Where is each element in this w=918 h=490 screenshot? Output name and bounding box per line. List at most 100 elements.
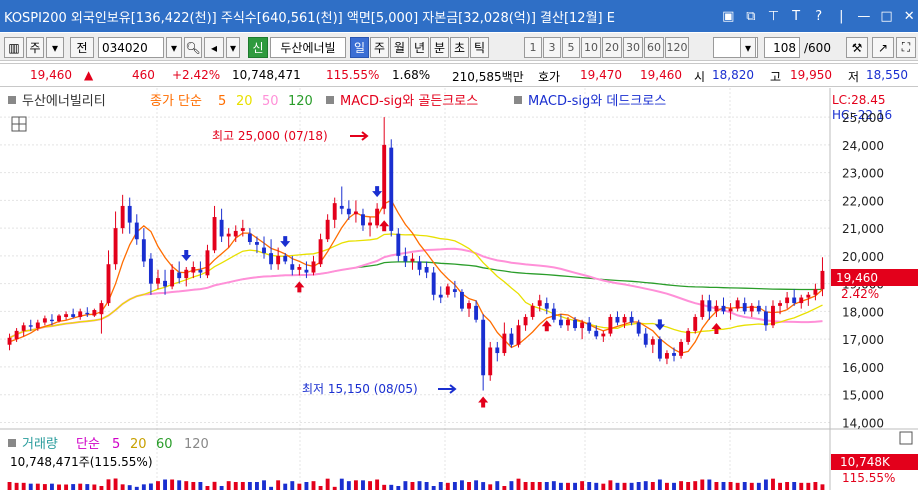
candle-body — [742, 303, 747, 312]
period-tab-0[interactable]: 일 — [350, 37, 369, 58]
volume-bar — [523, 482, 528, 490]
candle-body — [28, 325, 33, 327]
period-tab-5[interactable]: 초 — [450, 37, 469, 58]
candle-body — [438, 294, 443, 298]
volume-bar — [594, 482, 599, 490]
period-tab-1[interactable]: 주 — [370, 37, 389, 58]
window-tile-icon[interactable]: ▣ — [722, 8, 735, 24]
volume-bar — [64, 484, 69, 490]
volume-bar — [410, 482, 415, 490]
volume-bar — [474, 480, 479, 490]
volume-ma20: 20 — [130, 437, 147, 452]
volume-bar — [615, 482, 620, 490]
volume-ratio: 115.55% — [326, 68, 380, 82]
candle-body — [57, 315, 61, 322]
volume-bar — [665, 482, 669, 490]
interval-button-30[interactable]: 30 — [623, 37, 643, 58]
volume-bar — [92, 484, 97, 490]
volume-bar — [580, 481, 585, 490]
volume-ma5: 5 — [112, 437, 120, 452]
volume-bar — [134, 486, 139, 490]
volume-bar — [148, 483, 153, 490]
legend-stock-name: 두산에너빌리티 — [22, 94, 106, 109]
new-stock-button[interactable]: 신 — [248, 37, 268, 58]
volume-bar — [113, 478, 118, 490]
interval-button-3[interactable]: 3 — [543, 37, 561, 58]
volume-bar — [544, 482, 549, 490]
volume-bar — [106, 479, 111, 490]
period-tab-3[interactable]: 년 — [410, 37, 429, 58]
volume-ma-label: 단순 — [76, 437, 100, 452]
volume-bar — [629, 482, 634, 490]
candle-body — [332, 203, 337, 220]
volume-bar — [276, 480, 281, 490]
search-icon[interactable]: 🔍︎ — [184, 37, 202, 58]
volume-bar — [799, 482, 804, 490]
window-menu-icon[interactable]: ▥ — [4, 37, 24, 58]
legend-golden-cross: MACD-sig와 골든크로스 — [340, 94, 478, 109]
interval-button-120[interactable]: 120 — [665, 37, 689, 58]
view-select[interactable]: 전 — [70, 37, 94, 58]
period-tab-4[interactable]: 분 — [430, 37, 449, 58]
legend-marker — [8, 96, 16, 104]
candle-body — [255, 242, 259, 245]
candle-body — [50, 319, 54, 322]
volume-bar — [325, 478, 330, 490]
period-tab-2[interactable]: 월 — [390, 37, 409, 58]
interval-dropdown-icon[interactable]: ▾ — [740, 37, 756, 58]
code-dropdown-icon[interactable]: ▾ — [166, 37, 182, 58]
candle-body — [7, 337, 12, 345]
interval-button-20[interactable]: 20 — [602, 37, 622, 58]
candle-body — [481, 319, 486, 376]
stock-code-input[interactable]: 034020 — [98, 37, 164, 58]
period-tab-6[interactable]: 틱 — [470, 37, 489, 58]
stock-name-field[interactable]: 두산에너빌 — [270, 37, 346, 58]
candle-body — [247, 233, 252, 243]
candle-count-input[interactable]: 108 — [764, 37, 800, 58]
volume-bar — [566, 482, 570, 490]
interval-button-1[interactable]: 1 — [524, 37, 542, 58]
pin-icon[interactable]: ⊤ — [767, 8, 780, 24]
chart-tools-icon[interactable]: ⚒ — [846, 37, 868, 58]
close-icon[interactable]: ✕ — [903, 8, 915, 24]
candle-body — [311, 261, 316, 273]
volume-bar — [622, 482, 627, 490]
maximize-icon[interactable]: □ — [880, 8, 893, 24]
volume-bar — [339, 478, 344, 490]
volume-bar — [749, 482, 754, 490]
speaker-icon[interactable]: ◂ — [204, 37, 224, 58]
volume-bar — [42, 484, 47, 490]
help-icon[interactable]: ? — [815, 8, 823, 24]
volume-bar — [382, 484, 387, 490]
ma5-line — [9, 199, 823, 354]
high-label: 고 — [770, 70, 782, 84]
market-select[interactable]: 주 — [26, 37, 44, 58]
candle-body — [516, 325, 521, 345]
window-cascade-icon[interactable]: ⧉ — [746, 8, 756, 24]
market-dropdown-icon[interactable]: ▾ — [46, 37, 64, 58]
volume-bar — [35, 483, 40, 490]
volume-bar — [156, 481, 160, 490]
candle-body — [778, 303, 782, 306]
candle-body — [262, 247, 266, 254]
speaker-dropdown-icon[interactable]: ▾ — [226, 37, 240, 58]
price-chart[interactable]: 두산에너빌리티 종가 단순 5 20 50 120 MACD-sig와 골든크로… — [0, 88, 918, 490]
interval-button-5[interactable]: 5 — [562, 37, 580, 58]
bid-price: 19,460 — [640, 68, 682, 82]
fullscreen-icon[interactable]: ⛶ — [896, 37, 916, 58]
volume-bar — [785, 482, 790, 490]
interval-button-10[interactable]: 10 — [581, 37, 601, 58]
volume-bar — [481, 482, 486, 490]
y-tick-label: 17,000 — [842, 333, 884, 347]
volume-bar — [198, 482, 203, 490]
volume-bar — [219, 486, 224, 490]
font-size-icon[interactable]: T — [792, 8, 801, 24]
candle-body — [749, 305, 754, 312]
volume-bar — [375, 479, 380, 490]
low-arrow-icon — [438, 384, 457, 394]
minimize-icon[interactable]: — — [857, 8, 871, 24]
volume-value: 10,748,471 — [232, 68, 301, 82]
draw-tools-icon[interactable]: ↗ — [872, 37, 894, 58]
interval-button-60[interactable]: 60 — [644, 37, 664, 58]
volume-panel-toggle-icon[interactable] — [899, 431, 913, 445]
